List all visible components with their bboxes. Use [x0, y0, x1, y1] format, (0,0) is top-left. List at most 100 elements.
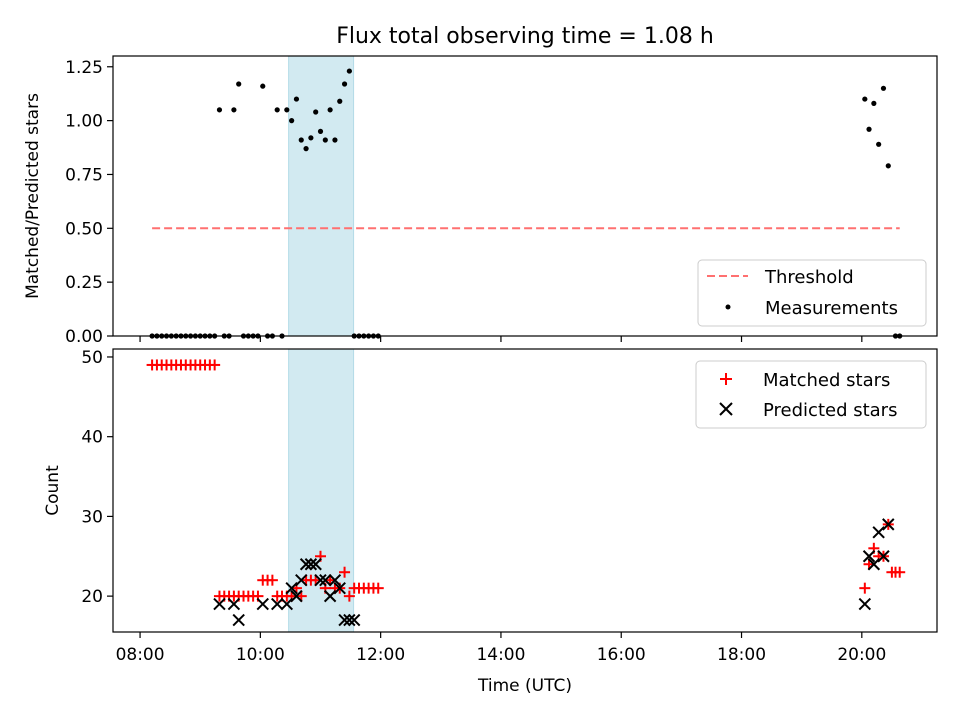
measurement-point	[862, 96, 868, 102]
y-tick-label: 0.00	[65, 327, 103, 347]
predicted-point	[295, 573, 308, 587]
matched-point	[343, 590, 355, 602]
legend-measurements-label: Measurements	[765, 298, 898, 319]
y-tick-label: 1.00	[65, 112, 103, 132]
matched-point	[372, 582, 384, 594]
y-tick-label: 30	[81, 507, 103, 527]
predicted-point	[882, 518, 895, 531]
y-tick-label: 1.25	[65, 58, 103, 78]
matched-point	[339, 566, 351, 578]
predicted-point	[290, 589, 303, 603]
bottom-panel: 20 30 40 50 08:00 10:00 12:00 14:00 16:00 18:00 2…	[43, 348, 938, 696]
x-tick-label: 16:00	[597, 645, 646, 665]
legend-matched-label: Matched stars	[763, 370, 890, 391]
predicted-point	[333, 581, 346, 595]
matched-point	[209, 359, 221, 371]
predicted-point	[270, 597, 284, 611]
top-plot-frame	[112, 55, 938, 337]
x-tick-label: 20:00	[837, 645, 886, 665]
bottom-legend-box	[695, 360, 927, 429]
top-panel: 0.00 0.25 0.50 0.75 1.00 1.25 Matched/Predict…	[23, 55, 938, 347]
measurement-point	[880, 85, 887, 91]
legend-predicted-swatch	[719, 402, 733, 416]
measurement-point	[303, 146, 309, 152]
predicted-point	[343, 613, 356, 627]
y-tick-label: 0.25	[65, 273, 103, 293]
legend-threshold-label: Threshold	[764, 267, 854, 288]
matched-point	[894, 566, 906, 578]
predicted-point	[872, 526, 885, 539]
top-y-ticks: 0.00 0.25 0.50 0.75 1.00 1.25	[65, 58, 113, 347]
bottom-shaded-interval	[288, 348, 355, 633]
top-legend: Threshold Measurements	[697, 259, 927, 327]
bottom-x-ticks: 08:00 10:00 12:00 14:00 16:00 18:00 20:00	[116, 632, 886, 665]
y-tick-label: 0.75	[65, 165, 103, 185]
top-y-axis-label: Matched/Predicted stars	[23, 93, 43, 299]
chart-title: Flux total observing time = 1.08 h	[336, 24, 714, 49]
predicted-point	[867, 558, 881, 571]
predicted-point	[256, 597, 269, 611]
predicted-point	[285, 581, 298, 595]
predicted-point	[213, 597, 226, 611]
y-tick-label: 50	[81, 348, 103, 368]
bottom-y-axis-label: Count	[43, 465, 63, 516]
measurement-point	[866, 126, 872, 132]
top-shaded-interval	[288, 55, 355, 337]
measurement-point	[236, 81, 242, 87]
predicted-point	[858, 597, 872, 611]
bottom-predicted-series	[213, 518, 895, 627]
predicted-point	[862, 550, 876, 563]
y-tick-label: 40	[81, 428, 103, 448]
bottom-plot-frame	[112, 348, 938, 633]
measurement-point	[332, 137, 338, 143]
measurement-point	[289, 118, 295, 124]
legend-measurements-swatch	[725, 304, 731, 310]
x-tick-label: 18:00	[717, 645, 766, 665]
predicted-point	[319, 573, 332, 587]
shaded-interval	[288, 55, 355, 337]
measurement-point	[313, 109, 319, 115]
measurement-point	[322, 137, 328, 143]
measurement-point	[274, 107, 280, 113]
bottom-y-ticks: 20 30 40 50	[81, 348, 113, 607]
measurement-point	[337, 98, 343, 104]
measurement-point	[327, 107, 333, 113]
predicted-point	[314, 573, 327, 587]
x-tick-label: 10:00	[236, 645, 285, 665]
measurement-point	[308, 135, 314, 141]
legend-matched-swatch	[720, 373, 732, 385]
predicted-point	[877, 550, 890, 563]
predicted-point	[309, 558, 322, 571]
predicted-point	[232, 613, 245, 627]
predicted-point	[227, 597, 241, 611]
measurement-point	[346, 68, 352, 74]
measurement-point	[885, 163, 891, 169]
measurement-point	[341, 81, 348, 87]
bottom-legend: Matched stars Predicted stars	[695, 360, 927, 429]
measurement-point	[317, 128, 324, 134]
predicted-point	[338, 613, 351, 627]
x-tick-label: 14:00	[476, 645, 525, 665]
shaded-interval	[288, 348, 355, 633]
legend-predicted-label: Predicted stars	[763, 400, 897, 421]
top-legend-box	[697, 259, 927, 327]
bottom-x-axis-label: Time (UTC)	[477, 676, 572, 696]
predicted-point	[328, 573, 342, 587]
x-tick-label: 08:00	[116, 645, 165, 665]
measurement-point	[216, 107, 223, 113]
predicted-point	[280, 597, 294, 611]
measurement-point	[871, 100, 877, 106]
measurement-point	[260, 83, 266, 89]
measurement-point	[293, 96, 300, 102]
predicted-point	[299, 558, 313, 571]
measurement-point	[876, 141, 882, 147]
top-x-ticks	[139, 336, 863, 342]
predicted-point	[323, 589, 337, 603]
predicted-point	[347, 613, 361, 627]
matched-point	[859, 582, 871, 594]
matched-point	[266, 574, 278, 586]
y-tick-label: 0.50	[65, 219, 103, 239]
predicted-point	[304, 558, 318, 571]
measurement-point	[284, 107, 290, 113]
